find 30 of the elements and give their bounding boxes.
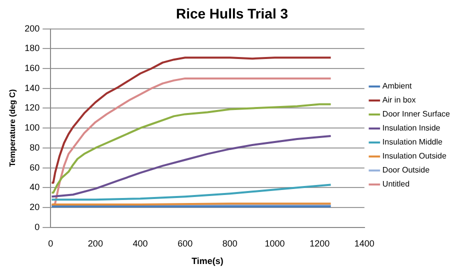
y-tick-label: 60 bbox=[30, 162, 40, 172]
y-tick-label: 100 bbox=[24, 122, 40, 133]
x-tick-label: 800 bbox=[222, 238, 238, 248]
x-tick-label: 400 bbox=[132, 238, 148, 248]
legend-label: Door Outside bbox=[382, 166, 430, 175]
x-tick-label: 600 bbox=[178, 238, 193, 248]
legend-label: Air in box bbox=[382, 96, 416, 105]
y-tick-label: 180 bbox=[24, 43, 40, 54]
chart-title: Rice Hulls Trial 3 bbox=[176, 5, 288, 22]
x-tick-label: 1200 bbox=[310, 238, 330, 248]
y-tick-label: 120 bbox=[24, 102, 40, 113]
legend-label: Insulation Inside bbox=[382, 124, 441, 133]
x-tick-label: 200 bbox=[88, 238, 103, 248]
y-tick-label: 40 bbox=[30, 182, 40, 192]
y-tick-label: 0 bbox=[34, 222, 40, 232]
legend-label: Door Inner Surface bbox=[382, 110, 451, 119]
x-axis-title: Time(s) bbox=[192, 256, 224, 266]
x-tick-label: 0 bbox=[48, 238, 54, 248]
legend-label: Insulation Middle bbox=[382, 138, 443, 147]
y-axis-title: Temperature (deg C) bbox=[8, 88, 18, 167]
x-tick-label: 1000 bbox=[264, 238, 285, 248]
y-tick-label: 80 bbox=[30, 142, 40, 152]
y-tick-label: 20 bbox=[30, 202, 40, 212]
legend-label: Untitled bbox=[382, 180, 410, 189]
legend-label: Insulation Outside bbox=[382, 152, 447, 161]
y-tick-label: 140 bbox=[24, 82, 40, 93]
legend-label: Ambient bbox=[382, 82, 413, 91]
y-tick-label: 200 bbox=[24, 23, 40, 34]
x-tick-label: 1400 bbox=[354, 238, 374, 248]
y-tick-label: 160 bbox=[24, 63, 40, 74]
